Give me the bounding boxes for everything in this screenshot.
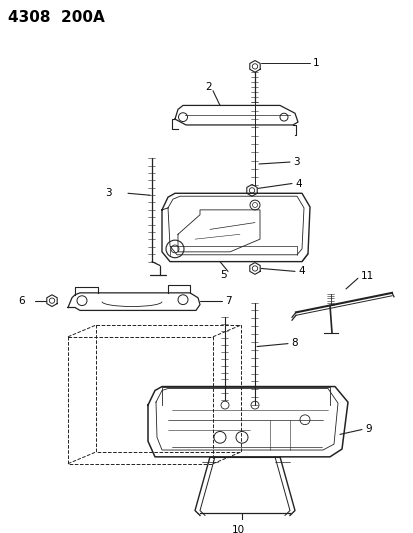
Text: 1: 1 [312,59,319,68]
Text: 3: 3 [292,157,299,167]
Text: 9: 9 [364,424,371,433]
Text: 10: 10 [231,525,244,533]
Text: 6: 6 [18,296,24,305]
Text: 8: 8 [290,337,297,348]
Text: 5: 5 [219,270,226,280]
Text: 2: 2 [204,82,211,92]
Text: 4: 4 [294,179,301,189]
Text: 3: 3 [105,188,112,198]
Text: 4308  200A: 4308 200A [8,10,104,25]
Text: 7: 7 [224,296,231,305]
Text: 11: 11 [360,271,373,281]
Text: 4: 4 [297,266,304,277]
